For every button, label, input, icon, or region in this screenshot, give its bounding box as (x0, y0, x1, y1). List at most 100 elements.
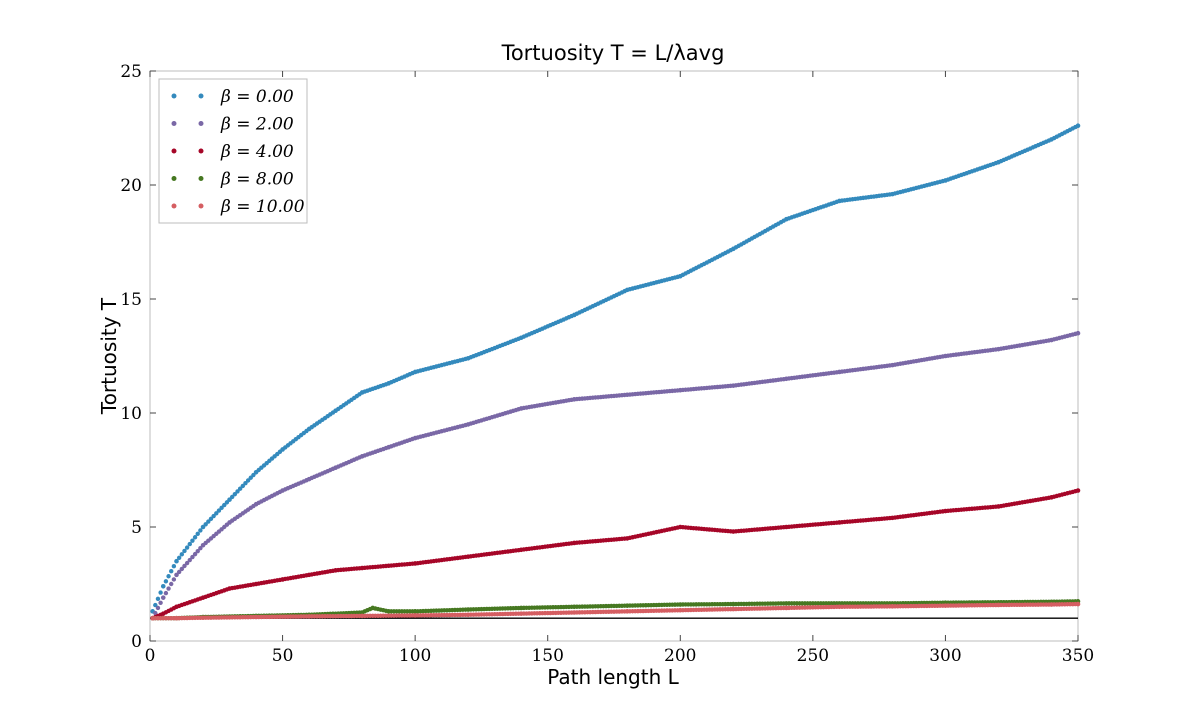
legend: β = 0.00 β = 2.00 β = 4.00 β = 8.00 β = 10.0… (158, 78, 308, 224)
x-tick-label: 350 (1062, 646, 1094, 666)
plot-border (149, 70, 1079, 642)
data-point (569, 313, 574, 319)
legend-marker (198, 121, 204, 126)
data-point (1073, 331, 1078, 337)
data-point (195, 531, 200, 537)
x-tick-label: 100 (399, 646, 431, 666)
data-point (153, 602, 158, 608)
y-tick-label: 10 (120, 404, 142, 424)
data-point (155, 596, 161, 602)
x-tick-label: 200 (664, 646, 696, 666)
series-0 (150, 123, 1081, 614)
x-tick-label: 300 (929, 646, 961, 666)
legend-marker (171, 176, 177, 181)
data-point (182, 563, 187, 569)
data-point (675, 388, 680, 393)
data-point (728, 606, 733, 612)
data-point (171, 605, 177, 611)
data-point (171, 616, 177, 621)
data-point (410, 561, 415, 566)
data-point (330, 568, 336, 573)
data-point (248, 475, 253, 480)
x-tick-label: 0 (145, 646, 156, 666)
data-point (383, 563, 389, 569)
data-point (993, 504, 999, 509)
data-point (887, 515, 892, 521)
data-point (622, 603, 627, 608)
data-point (235, 489, 240, 494)
data-point (330, 410, 336, 415)
data-point (166, 586, 171, 591)
data-point (153, 610, 158, 616)
data-point (622, 392, 627, 398)
data-point (251, 614, 256, 620)
data-point (940, 178, 945, 184)
data-point (410, 436, 415, 442)
data-point (176, 569, 182, 575)
data-point (203, 522, 208, 527)
data-point (169, 581, 174, 587)
data-point (224, 587, 230, 592)
data-point (1073, 601, 1078, 607)
data-point (171, 577, 177, 582)
data-point (169, 569, 174, 574)
legend-marker (171, 203, 177, 209)
data-point (569, 397, 574, 402)
data-point (184, 545, 190, 550)
legend-marker (171, 121, 177, 126)
data-point (887, 192, 892, 197)
data-point (208, 516, 214, 521)
series-3 (150, 599, 1081, 621)
data-point (160, 595, 166, 600)
data-point (1073, 489, 1078, 494)
data-point (728, 601, 733, 607)
data-point (569, 541, 574, 546)
data-point (1046, 495, 1052, 501)
data-point (222, 502, 227, 508)
data-point (410, 370, 415, 376)
data-point (163, 590, 169, 596)
data-point (1046, 602, 1052, 607)
data-point (190, 554, 195, 560)
y-tick-label: 20 (120, 176, 142, 196)
data-point (781, 218, 786, 223)
data-point (367, 606, 373, 612)
data-point (1073, 124, 1078, 130)
data-point (516, 611, 521, 616)
legend-entry: β = 0.00 (220, 87, 294, 107)
data-point (190, 538, 195, 543)
data-point (198, 596, 203, 601)
data-point (728, 529, 733, 534)
data-point (357, 392, 362, 397)
data-point (728, 383, 733, 389)
data-point (198, 546, 203, 551)
data-point (224, 500, 230, 505)
legend-marker (198, 176, 204, 181)
data-point (182, 548, 187, 554)
data-point (781, 605, 786, 611)
legend-marker (171, 148, 177, 154)
plot-frame (149, 70, 1079, 642)
series-2 (150, 488, 1081, 621)
legend-box (158, 78, 308, 224)
y-tick-label: 5 (131, 518, 142, 538)
y-tick-label: 15 (120, 290, 142, 310)
data-point (198, 528, 203, 533)
data-point (179, 552, 185, 557)
data-point (675, 602, 680, 607)
data-point (463, 554, 468, 560)
data-point (240, 483, 245, 489)
data-point (516, 605, 521, 611)
legend-marker (198, 203, 204, 209)
data-point (569, 604, 574, 610)
data-point (304, 478, 309, 483)
data-point (158, 590, 163, 595)
data-point (206, 519, 211, 524)
data-point (1046, 138, 1052, 143)
data-point (219, 505, 224, 511)
data-point (192, 535, 198, 540)
data-point (251, 582, 256, 587)
data-point (728, 248, 733, 253)
data-point (160, 583, 166, 589)
data-point (383, 445, 389, 451)
